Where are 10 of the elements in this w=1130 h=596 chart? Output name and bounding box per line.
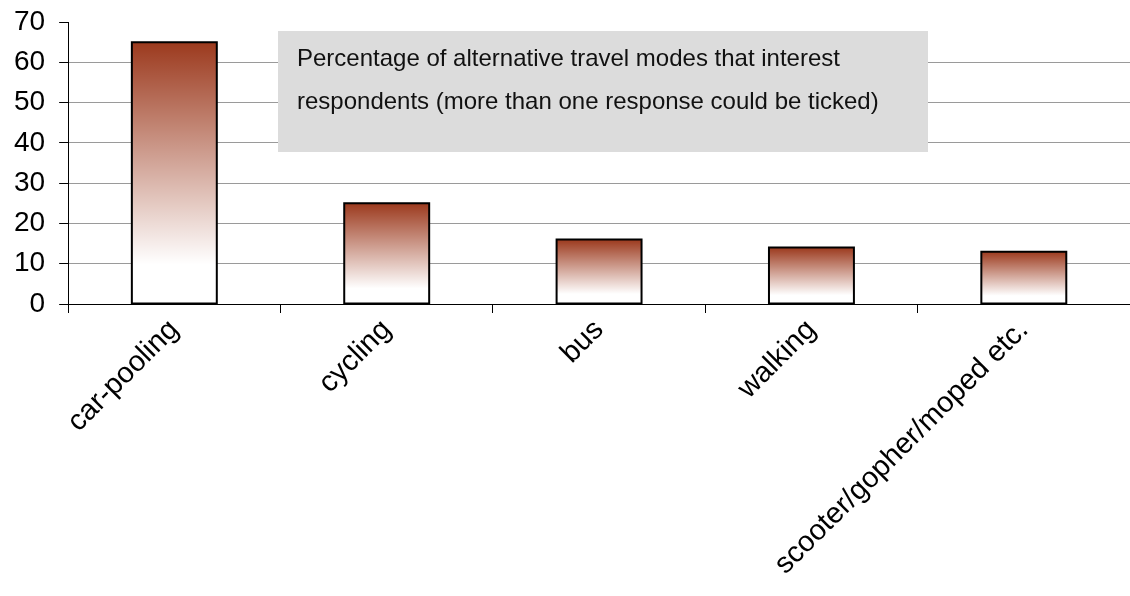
y-tick-label: 60 [13,45,46,76]
y-tick-label: 70 [13,4,46,36]
y-tick-label: 0 [29,286,46,318]
y-tick-label: 40 [13,125,46,157]
x-tick-label: bus [553,312,609,369]
y-tick-label: 10 [13,246,46,278]
y-tick-label: 20 [13,206,46,238]
annotation: Percentage of alternative travel modes that interest respondents (more than one response could be ticked) [297,43,880,116]
y-tick-label: 50 [13,85,46,117]
y-tick-label: 30 [13,165,46,197]
